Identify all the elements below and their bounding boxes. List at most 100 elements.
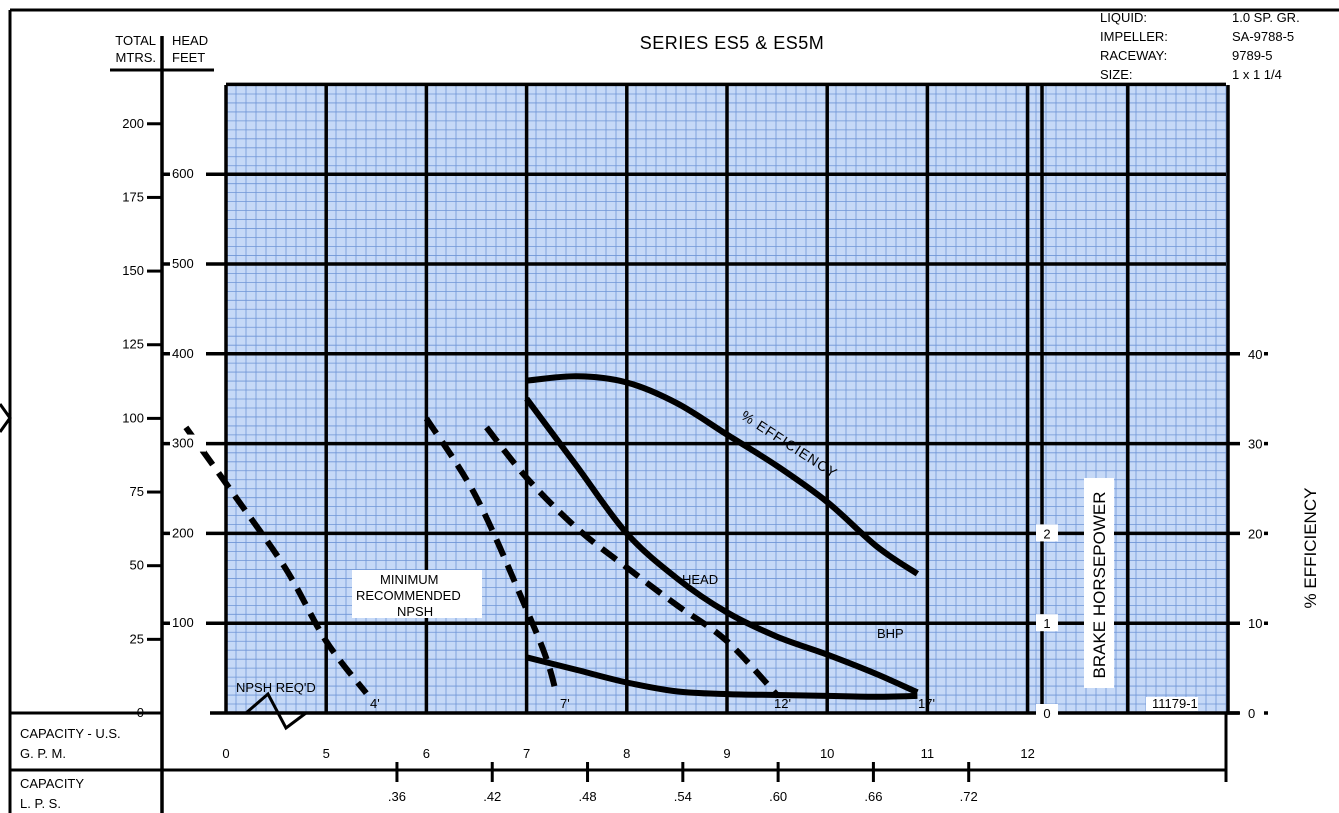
meters-tick-label: 0 xyxy=(137,705,144,720)
gpm-tick-label: 9 xyxy=(723,746,730,761)
info-block: LIQUID: IMPELLER: RACEWAY: SIZE: 1.0 SP.… xyxy=(1100,10,1300,82)
tick-labels: 0255075100125150175200100200300400500600… xyxy=(122,116,1264,804)
capacity-gpm-label-2: G. P. M. xyxy=(20,746,66,761)
bhp-tick-bg xyxy=(1036,614,1058,632)
feet-tick-bg xyxy=(170,255,206,272)
lps-tick-label: .42 xyxy=(483,789,501,804)
meters-label: MTRS. xyxy=(116,50,156,65)
info-label-raceway: RACEWAY: xyxy=(1100,48,1167,63)
gpm-tick-label: 5 xyxy=(323,746,330,761)
feet-tick-bg xyxy=(170,344,206,362)
efficiency-tick-bg xyxy=(1240,524,1264,542)
lps-tick-label: .72 xyxy=(960,789,978,804)
meters-tick-label: 200 xyxy=(122,116,144,131)
bhp-tick-label: 2 xyxy=(1043,526,1050,541)
bhp-axis-label: BRAKE HORSEPOWER xyxy=(1090,491,1109,678)
feet-tick-label: 300 xyxy=(172,436,194,451)
feet-tick-bg xyxy=(170,434,206,452)
info-label-impeller: IMPELLER: xyxy=(1100,29,1168,44)
gpm-tick-label: 12 xyxy=(1020,746,1034,761)
info-value-raceway: 9789-5 xyxy=(1232,48,1272,63)
feet-label: FEET xyxy=(172,50,205,65)
lps-tick-label: .54 xyxy=(674,789,692,804)
gpm-tick-label: 8 xyxy=(623,746,630,761)
efficiency-tick-label: 40 xyxy=(1248,347,1262,362)
meters-tick-label: 125 xyxy=(122,337,144,352)
total-head-label: TOTAL xyxy=(115,33,156,48)
efficiency-tick-label: 0 xyxy=(1248,706,1255,721)
curve-bhp xyxy=(525,654,918,700)
efficiency-tick-bg xyxy=(1240,704,1264,721)
gpm-tick-label: 6 xyxy=(423,746,430,761)
feet-tick-label: 600 xyxy=(172,166,194,181)
npsh-17-label: 17' xyxy=(918,696,935,711)
feet-tick-bg xyxy=(170,524,206,542)
meters-tick-label: 75 xyxy=(130,484,144,499)
bhp-tick-label: 0 xyxy=(1043,706,1050,721)
feet-tick-label: 400 xyxy=(172,346,194,361)
head-curve-label: HEAD xyxy=(682,572,718,587)
info-value-liquid: 1.0 SP. GR. xyxy=(1232,10,1300,25)
bhp-label-bg xyxy=(1084,478,1114,688)
bhp-tick-bg xyxy=(1036,704,1058,721)
npsh-12-label: 12' xyxy=(774,696,791,711)
lps-tick-label: .66 xyxy=(864,789,882,804)
efficiency-tick-bg xyxy=(1240,344,1264,362)
efficiency-tick-label: 10 xyxy=(1248,616,1262,631)
efficiency-tick-label: 30 xyxy=(1248,437,1262,452)
lps-tick-label: .36 xyxy=(388,789,406,804)
curve-head xyxy=(524,396,919,696)
curve-number-bg xyxy=(1146,697,1198,711)
meters-tick-label: 150 xyxy=(122,263,144,278)
curve-7 xyxy=(423,416,560,696)
capacity-lps-label-2: L. P. S. xyxy=(20,796,61,811)
npsh-req-label: NPSH REQ'D xyxy=(236,680,316,695)
chart-title: SERIES ES5 & ES5M xyxy=(640,33,825,53)
capacity-gpm-label-1: CAPACITY - U.S. xyxy=(20,726,121,741)
feet-tick-bg xyxy=(170,165,206,183)
curve-number-label: 11179-1 xyxy=(1152,696,1198,711)
efficiency-tick-label: 20 xyxy=(1248,526,1262,541)
curves xyxy=(183,373,920,700)
npsh-req-zigzag xyxy=(212,691,307,731)
npsh-4-label: 4' xyxy=(370,696,380,711)
side-arrow xyxy=(0,403,12,433)
efficiency-tick-bg xyxy=(1240,434,1264,452)
gpm-tick-label: 0 xyxy=(222,746,229,761)
gpm-tick-label: 10 xyxy=(820,746,834,761)
npsh-7-label: 7' xyxy=(560,696,570,711)
bhp-tick-label: 1 xyxy=(1043,616,1050,631)
efficiency-axis-label: % EFFICIENCY xyxy=(1301,488,1320,609)
min-npsh-annotation: MINIMUM RECOMMENDED NPSH xyxy=(352,570,482,619)
info-label-size: SIZE: xyxy=(1100,67,1133,82)
feet-tick-label: 200 xyxy=(172,525,194,540)
meters-tick-label: 175 xyxy=(122,189,144,204)
feet-tick-bg xyxy=(170,614,206,632)
gpm-tick-label: 7 xyxy=(523,746,530,761)
info-value-size: 1 x 1 1/4 xyxy=(1232,67,1282,82)
curve-12 xyxy=(484,425,780,698)
feet-tick-label: 100 xyxy=(172,615,194,630)
curve-efficiency xyxy=(526,373,920,577)
lps-tick-label: .48 xyxy=(578,789,596,804)
bhp-curve-label: BHP xyxy=(877,626,904,641)
chart-frame xyxy=(0,8,1339,813)
info-value-impeller: SA-9788-5 xyxy=(1232,29,1294,44)
lps-tick-label: .60 xyxy=(769,789,787,804)
min-npsh-label-1: MINIMUM xyxy=(380,572,439,587)
efficiency-tick-bg xyxy=(1240,614,1264,632)
meters-tick-label: 50 xyxy=(130,558,144,573)
meters-tick-label: 25 xyxy=(130,631,144,646)
bhp-tick-bg xyxy=(1036,524,1058,542)
meters-tick-label: 100 xyxy=(122,410,144,425)
gpm-tick-label: 11 xyxy=(921,746,935,761)
info-label-liquid: LIQUID: xyxy=(1100,10,1147,25)
min-npsh-label-3: NPSH xyxy=(397,604,433,619)
curve-4 xyxy=(183,425,369,696)
feet-tick-label: 500 xyxy=(172,256,194,271)
head-label: HEAD xyxy=(172,33,208,48)
min-npsh-bg xyxy=(352,570,482,618)
capacity-lps-label-1: CAPACITY xyxy=(20,776,84,791)
min-npsh-label-2: RECOMMENDED xyxy=(356,588,461,603)
